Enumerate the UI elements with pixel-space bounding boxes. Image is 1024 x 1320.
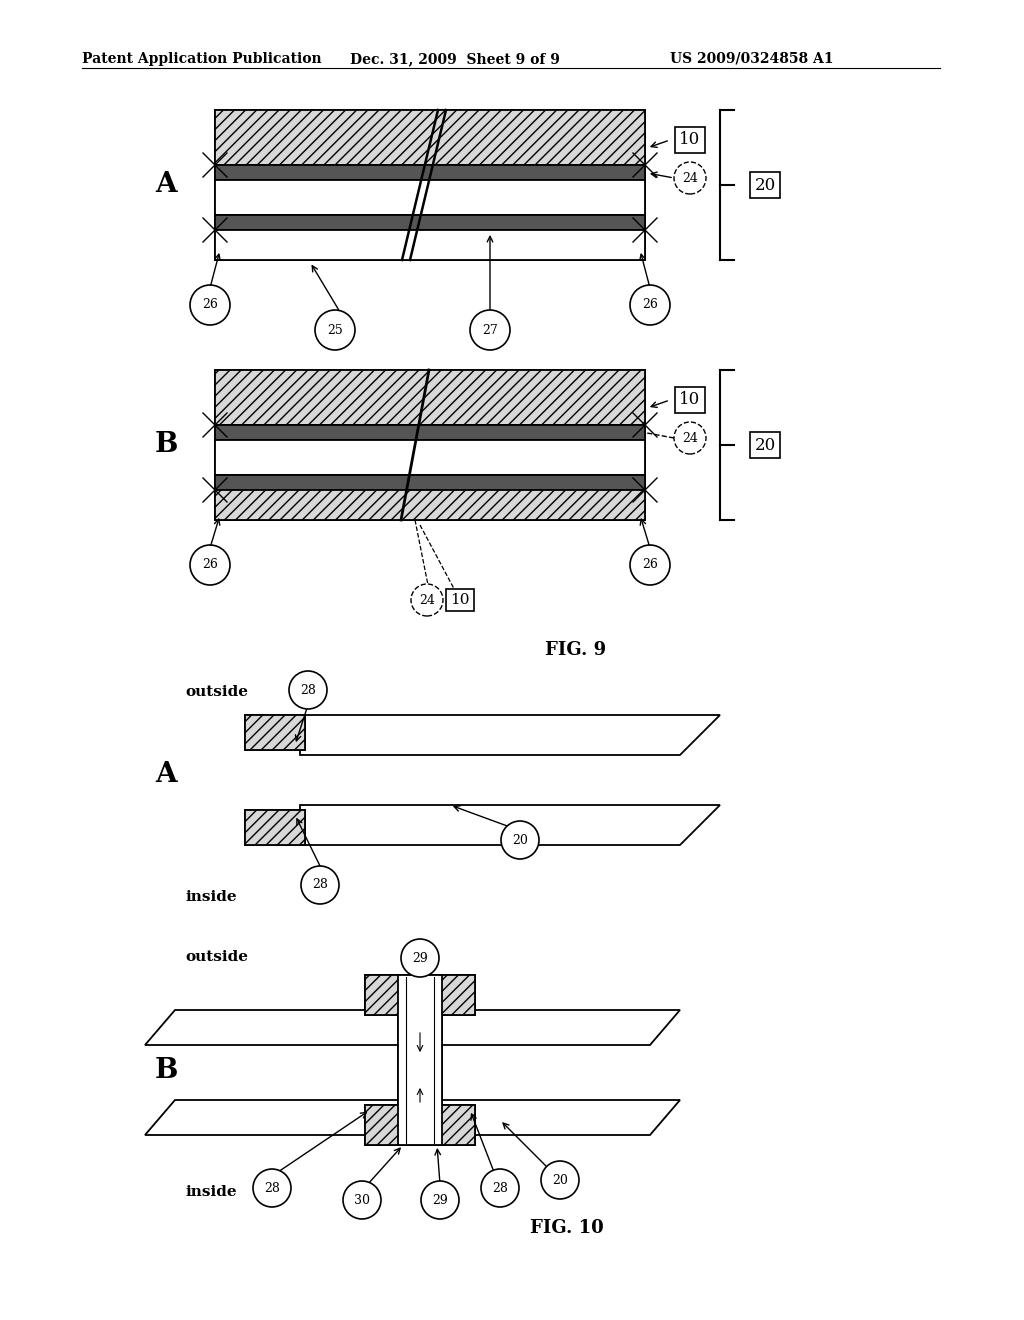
Polygon shape [365, 1105, 475, 1144]
Circle shape [401, 939, 439, 977]
Text: 10: 10 [451, 593, 470, 607]
Polygon shape [245, 810, 305, 845]
Polygon shape [300, 805, 720, 845]
Polygon shape [215, 440, 645, 475]
Text: outside: outside [185, 950, 248, 964]
Polygon shape [215, 230, 645, 260]
Circle shape [630, 545, 670, 585]
Text: 24: 24 [419, 594, 435, 606]
Circle shape [190, 285, 230, 325]
Text: B: B [155, 1056, 178, 1084]
Polygon shape [215, 110, 645, 165]
Polygon shape [365, 975, 475, 1015]
Circle shape [501, 821, 539, 859]
Circle shape [630, 285, 670, 325]
Text: 26: 26 [202, 558, 218, 572]
Text: 29: 29 [432, 1193, 447, 1206]
Text: 28: 28 [300, 684, 316, 697]
Polygon shape [215, 370, 645, 520]
Text: 28: 28 [493, 1181, 508, 1195]
Text: Dec. 31, 2009  Sheet 9 of 9: Dec. 31, 2009 Sheet 9 of 9 [350, 51, 560, 66]
Text: 26: 26 [642, 298, 658, 312]
Text: 29: 29 [412, 952, 428, 965]
Circle shape [481, 1170, 519, 1206]
Circle shape [421, 1181, 459, 1218]
Text: A: A [155, 172, 176, 198]
Text: 10: 10 [679, 392, 700, 408]
Polygon shape [215, 425, 645, 440]
Text: 27: 27 [482, 323, 498, 337]
Text: 26: 26 [202, 298, 218, 312]
Text: A: A [155, 762, 176, 788]
Circle shape [411, 583, 443, 616]
Circle shape [470, 310, 510, 350]
Polygon shape [215, 370, 645, 425]
Text: 28: 28 [264, 1181, 280, 1195]
Circle shape [289, 671, 327, 709]
Polygon shape [145, 1010, 680, 1045]
Circle shape [253, 1170, 291, 1206]
Text: inside: inside [185, 890, 237, 904]
Text: 20: 20 [512, 833, 528, 846]
Polygon shape [300, 715, 720, 755]
Polygon shape [215, 165, 645, 180]
Text: inside: inside [185, 1185, 237, 1199]
Text: FIG. 9: FIG. 9 [545, 642, 606, 659]
Text: 26: 26 [642, 558, 658, 572]
Text: 20: 20 [755, 177, 775, 194]
Text: FIG. 10: FIG. 10 [530, 1218, 604, 1237]
Polygon shape [398, 975, 442, 1144]
Circle shape [315, 310, 355, 350]
Text: 20: 20 [552, 1173, 568, 1187]
Text: 24: 24 [682, 172, 698, 185]
Text: 28: 28 [312, 879, 328, 891]
Polygon shape [245, 715, 305, 750]
Polygon shape [365, 975, 475, 1015]
Text: 25: 25 [327, 323, 343, 337]
Polygon shape [245, 810, 305, 845]
Circle shape [343, 1181, 381, 1218]
Polygon shape [145, 1100, 680, 1135]
Polygon shape [398, 975, 442, 1144]
Text: B: B [155, 432, 178, 458]
Text: 10: 10 [679, 132, 700, 149]
Text: US 2009/0324858 A1: US 2009/0324858 A1 [670, 51, 834, 66]
Circle shape [190, 545, 230, 585]
Text: 24: 24 [682, 432, 698, 445]
Polygon shape [215, 180, 645, 215]
Circle shape [541, 1162, 579, 1199]
Circle shape [301, 866, 339, 904]
Polygon shape [215, 475, 645, 490]
Text: 30: 30 [354, 1193, 370, 1206]
Text: outside: outside [185, 685, 248, 700]
Polygon shape [215, 490, 645, 520]
Polygon shape [215, 215, 645, 230]
Polygon shape [215, 110, 645, 260]
Text: 20: 20 [755, 437, 775, 454]
Text: Patent Application Publication: Patent Application Publication [82, 51, 322, 66]
Polygon shape [245, 715, 305, 750]
Polygon shape [365, 1105, 475, 1144]
